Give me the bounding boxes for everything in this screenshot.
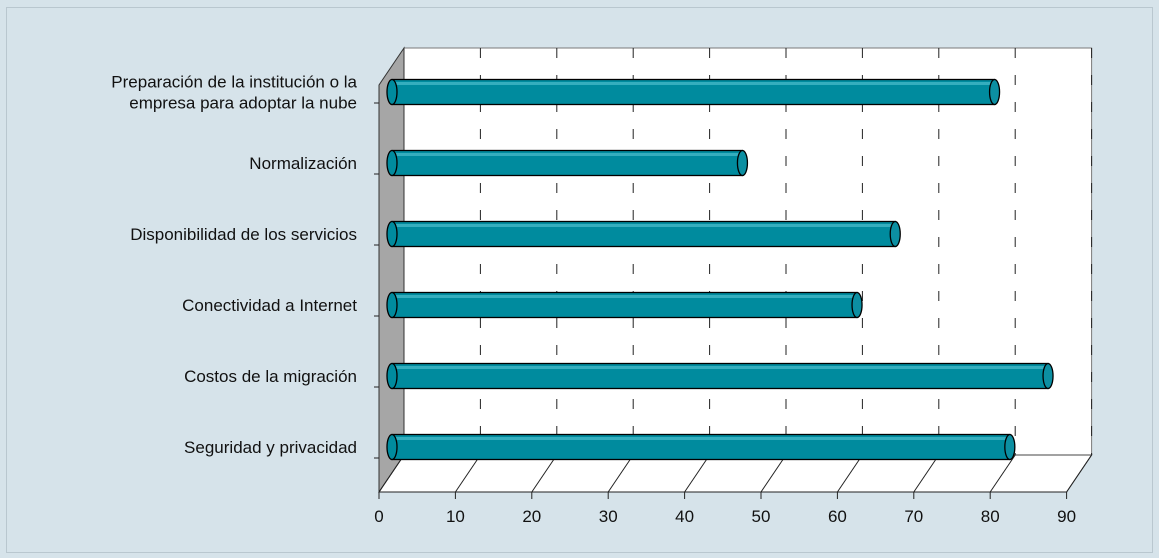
bar-end-cap (1042, 362, 1054, 390)
bar-5 (386, 433, 1016, 461)
floor-line (760, 454, 787, 493)
x-tick-label: 20 (522, 507, 541, 526)
bar-start-cap (386, 78, 398, 106)
x-tick-label: 50 (752, 507, 771, 526)
bar-end-cap (889, 220, 901, 248)
plot-back-wall (403, 47, 1093, 456)
floor-line (684, 454, 711, 493)
bar-start-cap (386, 291, 398, 319)
x-tick-label: 60 (828, 507, 847, 526)
bar-end-cap (851, 291, 863, 319)
category-label-line: Disponibilidad de los servicios (130, 225, 357, 244)
bar-start-cap (386, 433, 398, 461)
bar-3 (386, 291, 863, 319)
x-tick-label: 80 (981, 507, 1000, 526)
plot-floor (378, 454, 1093, 493)
floor-line (836, 454, 863, 493)
category-label-line: Costos de la migración (184, 367, 357, 386)
floor-line (989, 454, 1016, 493)
bar-start-cap (386, 149, 398, 177)
category-label-line: Conectividad a Internet (182, 296, 357, 315)
category-label: Seguridad y privacidad (184, 438, 357, 457)
category-label-line: Preparación de la institución o la (111, 73, 357, 92)
x-tick-label: 30 (599, 507, 618, 526)
bar-0 (386, 78, 1001, 106)
bar-2 (386, 220, 901, 248)
x-tick-label: 10 (446, 507, 465, 526)
bar-start-cap (386, 362, 398, 390)
category-label: Costos de la migración (184, 367, 357, 386)
x-tick-label: 70 (904, 507, 923, 526)
bar-end-cap (988, 78, 1001, 106)
bar-1 (386, 149, 749, 177)
category-label: Conectividad a Internet (182, 296, 357, 315)
floor-line (607, 454, 634, 493)
bar-end-cap (736, 149, 749, 177)
x-tick-label: 40 (675, 507, 694, 526)
bar-end-cap (1004, 433, 1016, 461)
bar-4 (386, 362, 1054, 390)
floor-line (913, 454, 940, 493)
chart-panel: 0 10 20 30 40 50 60 70 80 90 Preparación de la in… (6, 7, 1153, 553)
category-label: Preparación de la institución o la empres… (111, 73, 357, 113)
x-tick-label: 0 (374, 507, 383, 526)
bar-chart: 0 10 20 30 40 50 60 70 80 90 Preparación de la in… (111, 46, 1093, 526)
floor-line (378, 454, 405, 493)
category-label: Normalización (249, 154, 357, 173)
category-label: Disponibilidad de los servicios (130, 225, 357, 244)
category-label-line: empresa para adoptar la nube (129, 94, 357, 113)
floor-line (1066, 454, 1093, 493)
category-label-line: Normalización (249, 154, 357, 173)
category-label-line: Seguridad y privacidad (184, 438, 357, 457)
floor-line (454, 454, 481, 493)
x-tick-label: 90 (1057, 507, 1076, 526)
plot-side-wall (378, 46, 405, 494)
floor-line (531, 454, 558, 493)
bar-start-cap (386, 220, 398, 248)
